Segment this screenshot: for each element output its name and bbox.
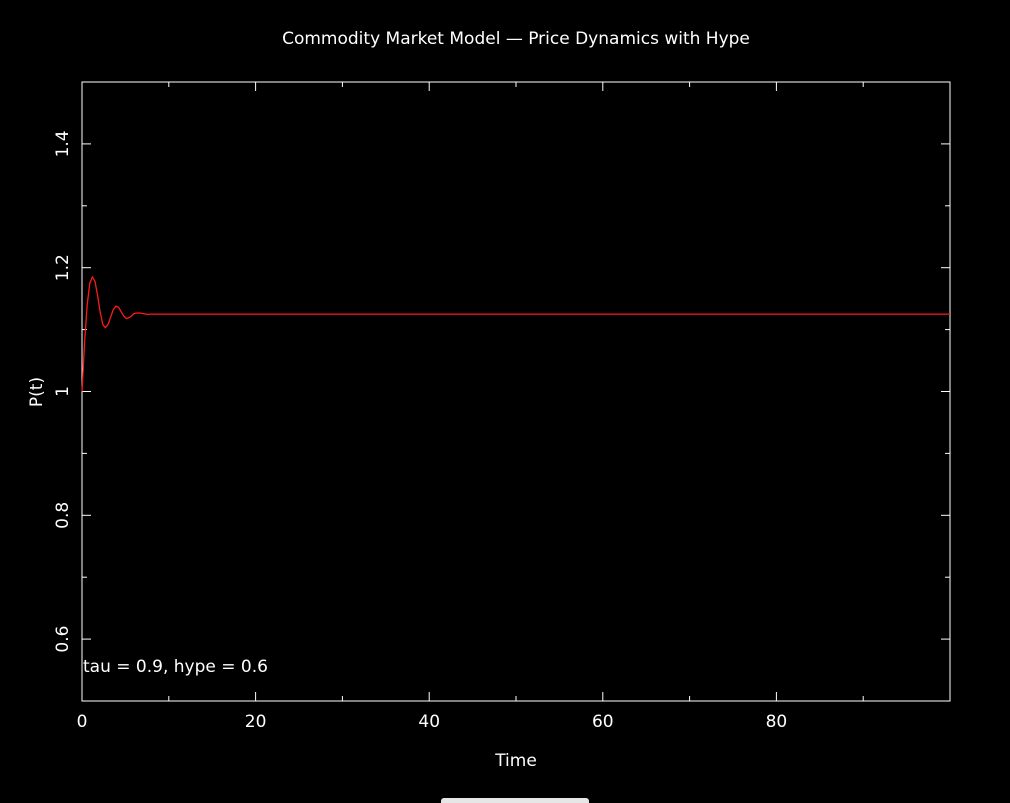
series-group [81,275,950,392]
y-axis-label: P(t) [27,377,47,407]
x-tick-label: 20 [245,712,267,732]
x-axis-label: Time [494,751,537,771]
x-tick-label: 60 [592,712,614,732]
x-axis: 0 20 40 60 80 [77,82,864,732]
y-tick-label: 1.4 [53,130,73,157]
price-series-line [81,275,950,392]
y-tick-label: 0.6 [53,626,73,653]
parameter-annotation: tau = 0.9, hype = 0.6 [83,657,268,677]
x-tick-label: 80 [766,712,788,732]
chart-title: Commodity Market Model — Price Dynamics … [282,29,750,49]
y-tick-label: 1.2 [53,254,73,281]
y-axis: 0.6 0.8 1 1.2 1.4 [53,130,950,653]
bottom-handle [441,798,589,803]
plot-frame [81,81,951,702]
y-tick-label: 1 [53,386,73,397]
x-tick-label: 40 [418,712,440,732]
x-tick-label: 0 [77,712,88,732]
y-tick-label: 0.8 [53,502,73,529]
